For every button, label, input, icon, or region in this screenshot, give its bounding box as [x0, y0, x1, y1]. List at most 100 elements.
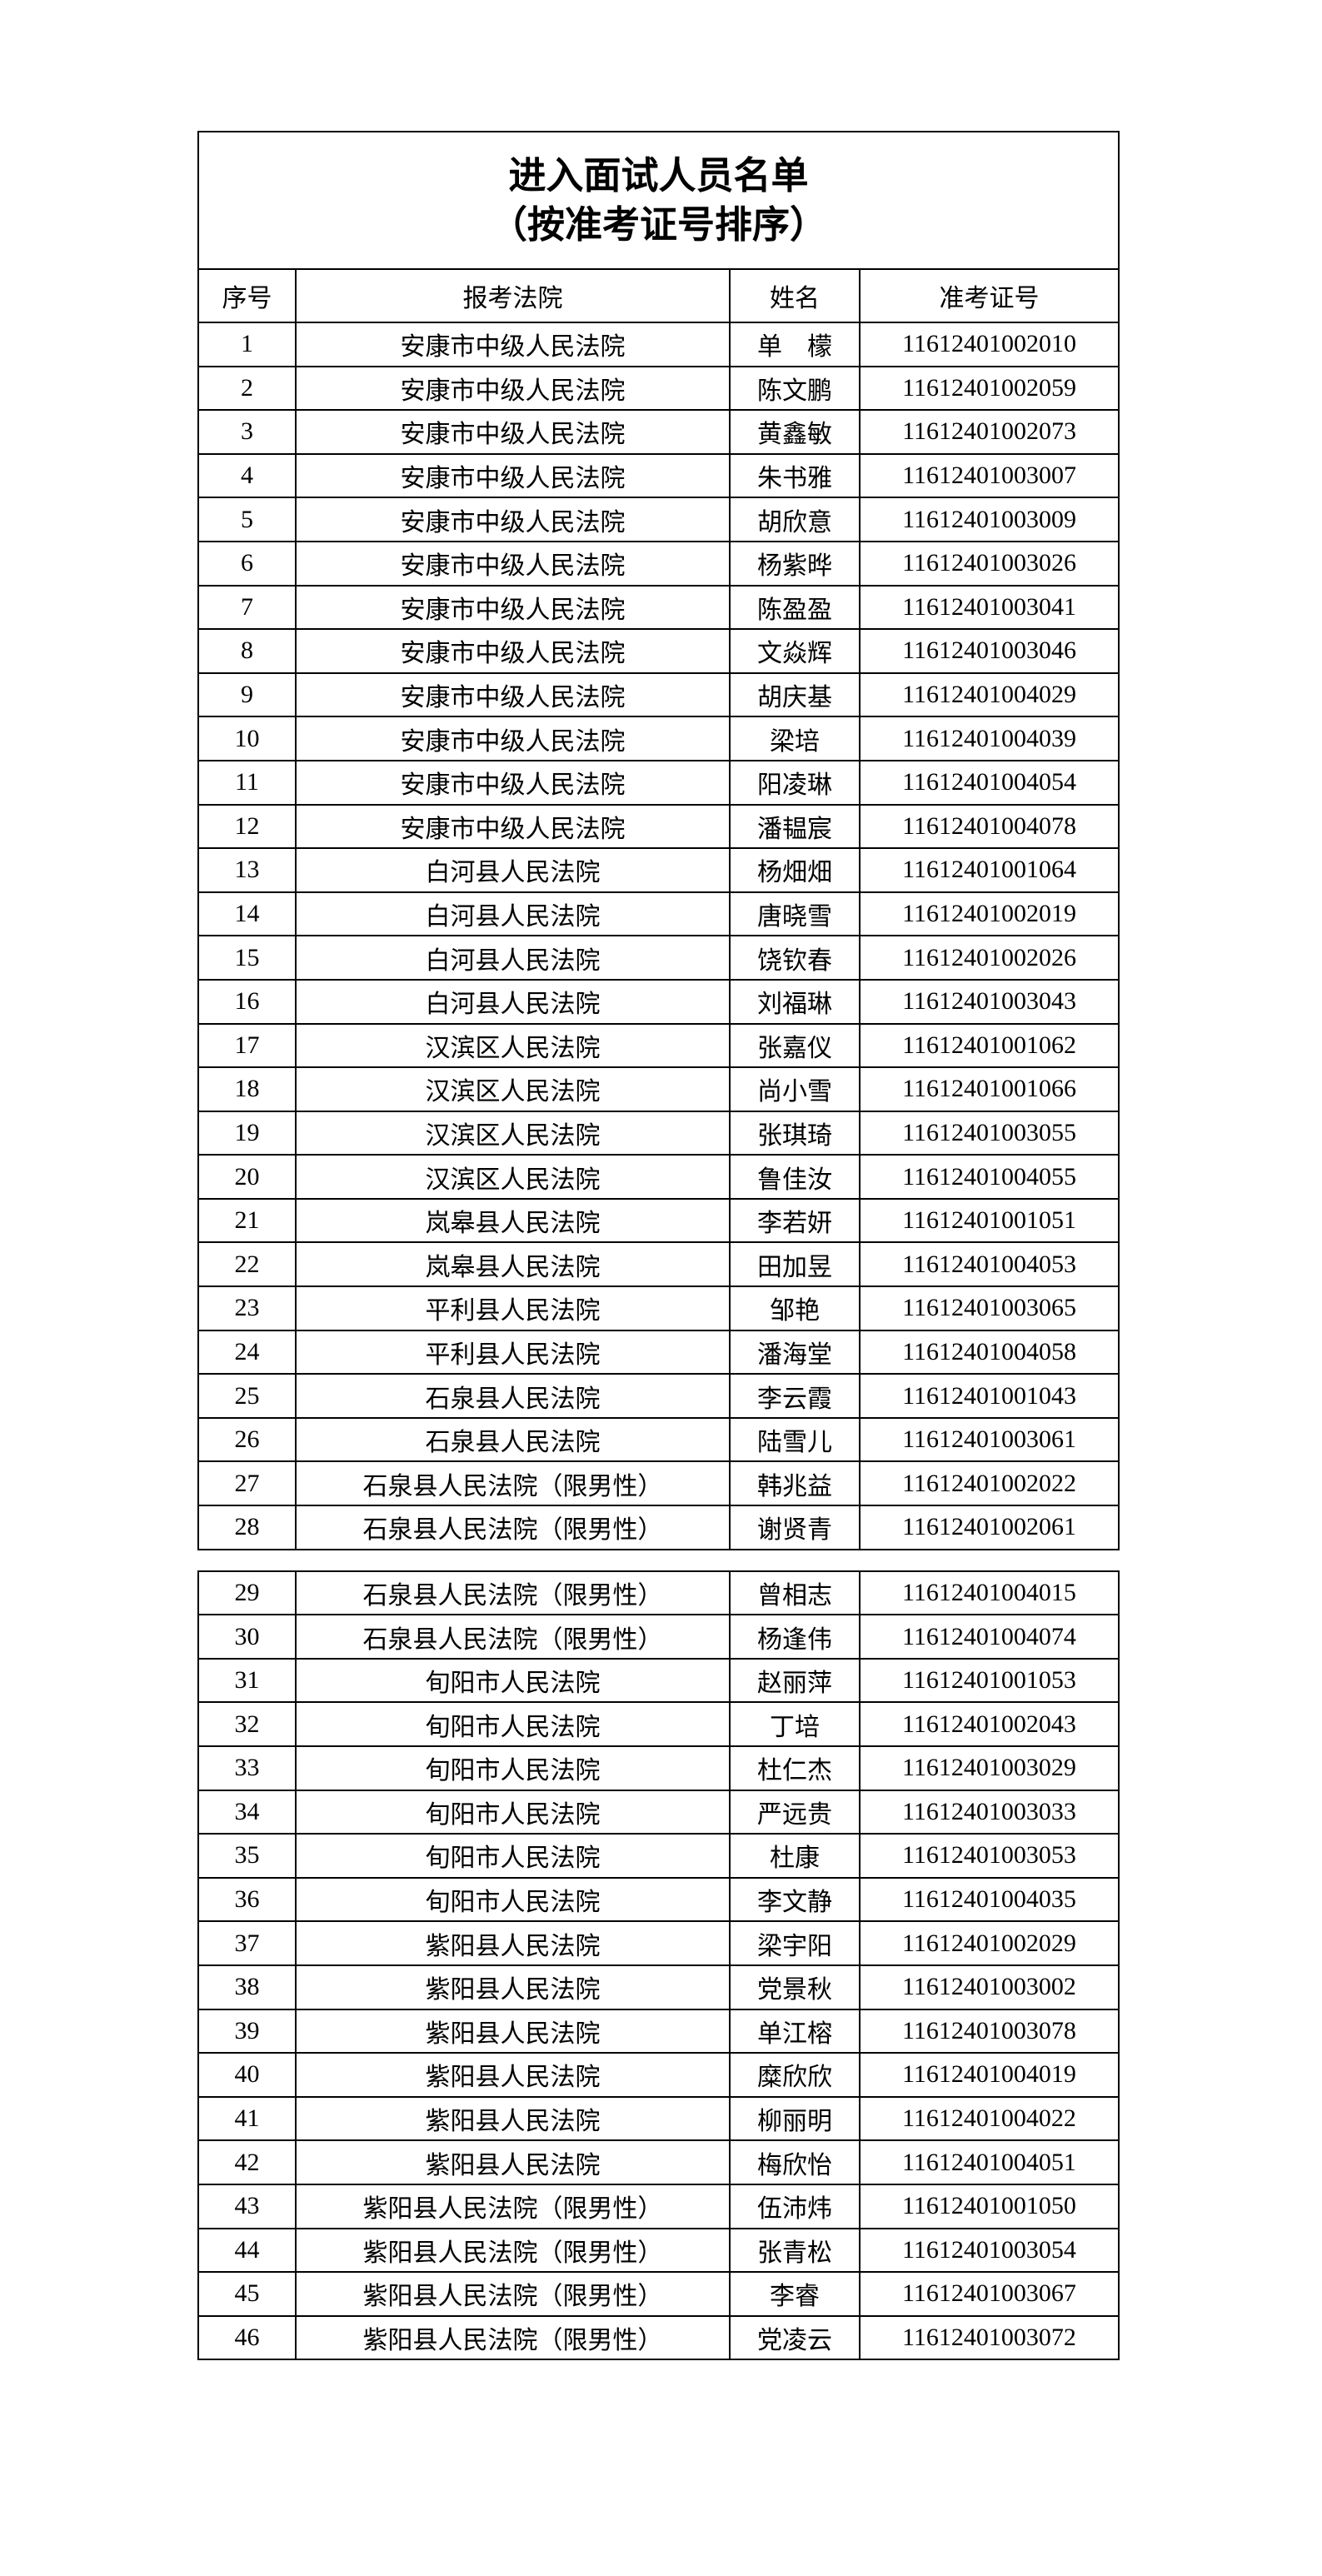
ticket-cell: 11612401004035	[859, 1876, 1120, 1923]
court-cell: 汉滨区人民法院	[295, 1154, 731, 1200]
table-row: 18 汉滨区人民法院 尚小雪 11612401001066	[197, 1066, 1120, 1112]
table-row: 31 旬阳市人民法院 赵丽萍 11612401001053	[197, 1657, 1120, 1704]
court-cell: 汉滨区人民法院	[295, 1066, 731, 1112]
serial-cell: 40	[197, 2052, 297, 2098]
document-title: 进入面试人员名单 （按准考证号排序）	[197, 131, 1120, 270]
column-header-ticket: 准考证号	[858, 268, 1120, 323]
serial-cell: 15	[197, 935, 297, 981]
court-cell: 岚皋县人民法院	[295, 1197, 731, 1244]
name-cell: 朱书雅	[729, 452, 861, 499]
name-cell: 张嘉仪	[729, 1022, 861, 1069]
serial-cell: 1	[197, 322, 297, 367]
table-row: 41 紫阳县人民法院 柳丽明 11612401004022	[197, 2095, 1120, 2142]
name-cell: 单 檬	[729, 322, 861, 367]
ticket-cell: 11612401001064	[858, 847, 1120, 893]
ticket-cell: 11612401004029	[858, 671, 1120, 718]
table-row: 14 白河县人民法院 唐晓雪 11612401002019	[197, 891, 1120, 937]
serial-cell: 38	[197, 1964, 297, 2010]
interview-table-page-1: 进入面试人员名单 （按准考证号排序） 序号 报考法院 姓名 准考证号 1 安康市中…	[197, 131, 1120, 1550]
ticket-cell: 11612401003026	[858, 540, 1120, 587]
serial-cell: 27	[197, 1460, 297, 1507]
serial-cell: 44	[197, 2227, 297, 2274]
serial-cell: 21	[197, 1197, 297, 1244]
court-cell: 安康市中级人民法院	[295, 322, 731, 367]
ticket-cell: 11612401004022	[859, 2095, 1120, 2142]
table-row: 17 汉滨区人民法院 张嘉仪 11612401001062	[197, 1022, 1120, 1069]
serial-cell: 10	[197, 716, 297, 761]
ticket-cell: 11612401004058	[858, 1329, 1120, 1375]
ticket-cell: 11612401002022	[858, 1460, 1120, 1507]
ticket-cell: 11612401002010	[858, 322, 1120, 367]
table-row: 10 安康市中级人民法院 梁培 11612401004039	[197, 716, 1120, 761]
serial-cell: 2	[197, 365, 297, 412]
ticket-cell: 11612401004055	[858, 1154, 1120, 1200]
header-row: 序号 报考法院 姓名 准考证号	[197, 268, 1120, 323]
name-cell: 黄鑫敏	[729, 409, 861, 455]
name-cell: 李文静	[729, 1876, 861, 1923]
ticket-cell: 11612401003009	[858, 497, 1120, 542]
court-cell: 石泉县人民法院（限男性）	[295, 1505, 731, 1550]
ticket-cell: 11612401001050	[859, 2183, 1120, 2229]
ticket-cell: 11612401003007	[858, 452, 1120, 499]
table-row: 7 安康市中级人民法院 陈盈盈 11612401003041	[197, 584, 1120, 631]
ticket-cell: 11612401004078	[858, 803, 1120, 850]
serial-cell: 6	[197, 540, 297, 587]
court-cell: 安康市中级人民法院	[295, 584, 731, 631]
court-cell: 紫阳县人民法院（限男性）	[295, 2227, 731, 2274]
serial-cell: 45	[197, 2271, 297, 2317]
ticket-cell: 11612401003046	[858, 628, 1120, 674]
name-cell: 胡欣意	[729, 497, 861, 542]
page-break-gap	[197, 1550, 1118, 1570]
column-header-court: 报考法院	[295, 268, 731, 323]
ticket-cell: 11612401001053	[859, 1657, 1120, 1704]
table-row: 42 紫阳县人民法院 梅欣怡 11612401004051	[197, 2139, 1120, 2185]
column-header-serial: 序号	[197, 268, 297, 323]
court-cell: 紫阳县人民法院（限男性）	[295, 2183, 731, 2229]
ticket-cell: 11612401003041	[858, 584, 1120, 631]
serial-cell: 3	[197, 409, 297, 455]
serial-cell: 42	[197, 2139, 297, 2185]
serial-cell: 14	[197, 891, 297, 937]
table-row: 21 岚皋县人民法院 李若妍 11612401001051	[197, 1197, 1120, 1244]
name-cell: 杜仁杰	[729, 1745, 861, 1791]
serial-cell: 18	[197, 1066, 297, 1112]
court-cell: 白河县人民法院	[295, 978, 731, 1025]
ticket-cell: 11612401002059	[858, 365, 1120, 412]
name-cell: 党凌云	[729, 2314, 861, 2361]
court-cell: 旬阳市人民法院	[295, 1876, 731, 1923]
table-row: 43 紫阳县人民法院（限男性） 伍沛炜 11612401001050	[197, 2183, 1120, 2229]
table-row: 20 汉滨区人民法院 鲁佳汝 11612401004055	[197, 1154, 1120, 1200]
serial-cell: 39	[197, 2008, 297, 2054]
ticket-cell: 11612401001066	[858, 1066, 1120, 1112]
serial-cell: 16	[197, 978, 297, 1025]
ticket-cell: 11612401003053	[859, 1833, 1120, 1879]
court-cell: 安康市中级人民法院	[295, 497, 731, 542]
ticket-cell: 11612401001043	[858, 1373, 1120, 1419]
title-line-1: 进入面试人员名单	[508, 154, 809, 197]
court-cell: 平利县人民法院	[295, 1286, 731, 1331]
court-cell: 安康市中级人民法院	[295, 365, 731, 412]
court-cell: 安康市中级人民法院	[295, 803, 731, 850]
ticket-cell: 11612401003067	[859, 2271, 1120, 2317]
name-cell: 尚小雪	[729, 1066, 861, 1112]
table-row: 4 安康市中级人民法院 朱书雅 11612401003007	[197, 452, 1120, 499]
interview-list-document: 进入面试人员名单 （按准考证号排序） 序号 报考法院 姓名 准考证号 1 安康市中…	[197, 131, 1120, 2361]
name-cell: 曾相志	[729, 1570, 861, 1616]
ticket-cell: 11612401002029	[859, 1920, 1120, 1966]
serial-cell: 29	[197, 1570, 297, 1616]
name-cell: 单江榕	[729, 2008, 861, 2054]
serial-cell: 30	[197, 1614, 297, 1660]
name-cell: 田加昱	[729, 1241, 861, 1288]
court-cell: 平利县人民法院	[295, 1329, 731, 1375]
serial-cell: 5	[197, 497, 297, 542]
ticket-cell: 11612401002026	[858, 935, 1120, 981]
ticket-cell: 11612401004074	[859, 1614, 1120, 1660]
table-row: 1 安康市中级人民法院单 檬 11612401002010	[197, 322, 1120, 367]
table-row: 29 石泉县人民法院（限男性） 曾相志 11612401004015	[197, 1570, 1120, 1616]
name-cell: 杨逢伟	[729, 1614, 861, 1660]
name-cell: 赵丽萍	[729, 1657, 861, 1704]
table-row: 44 紫阳县人民法院（限男性） 张青松 11612401003054	[197, 2227, 1120, 2274]
serial-cell: 35	[197, 1833, 297, 1879]
name-cell: 李睿	[729, 2271, 861, 2317]
name-cell: 邹艳	[729, 1286, 861, 1331]
